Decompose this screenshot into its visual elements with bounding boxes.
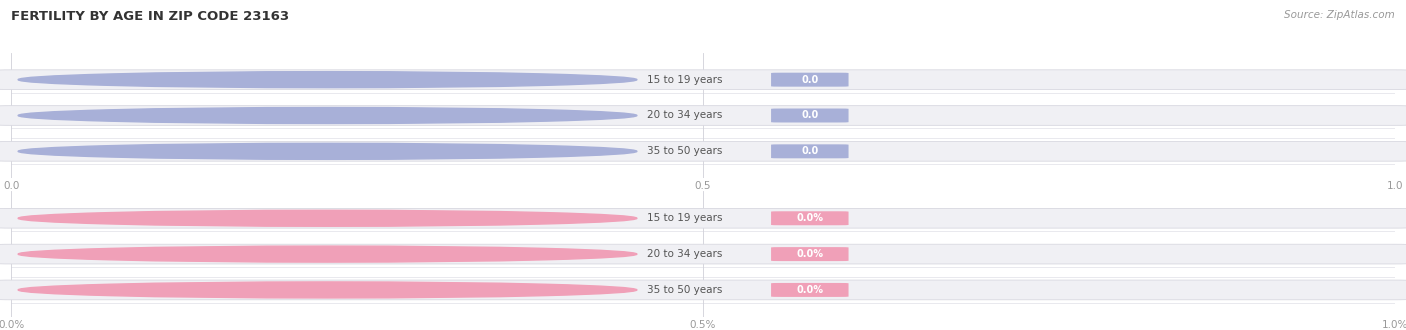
Circle shape: [18, 143, 637, 159]
Text: 15 to 19 years: 15 to 19 years: [647, 213, 723, 223]
FancyBboxPatch shape: [770, 109, 849, 122]
Text: 0.0: 0.0: [801, 75, 818, 85]
FancyBboxPatch shape: [0, 209, 1406, 228]
FancyBboxPatch shape: [0, 142, 1406, 161]
Circle shape: [18, 246, 637, 262]
FancyBboxPatch shape: [770, 247, 849, 261]
Text: 15 to 19 years: 15 to 19 years: [647, 75, 723, 85]
Text: 20 to 34 years: 20 to 34 years: [647, 249, 721, 259]
Text: Source: ZipAtlas.com: Source: ZipAtlas.com: [1284, 10, 1395, 20]
Circle shape: [18, 108, 637, 123]
Text: 35 to 50 years: 35 to 50 years: [647, 146, 721, 156]
Text: 35 to 50 years: 35 to 50 years: [647, 285, 721, 295]
Text: 0.0%: 0.0%: [796, 285, 824, 295]
Text: 0.0%: 0.0%: [796, 249, 824, 259]
FancyBboxPatch shape: [770, 144, 849, 158]
FancyBboxPatch shape: [0, 244, 1406, 264]
Circle shape: [18, 72, 637, 88]
FancyBboxPatch shape: [0, 70, 1406, 89]
Text: 0.0: 0.0: [801, 146, 818, 156]
Text: FERTILITY BY AGE IN ZIP CODE 23163: FERTILITY BY AGE IN ZIP CODE 23163: [11, 10, 290, 23]
Text: 0.0%: 0.0%: [796, 213, 824, 223]
FancyBboxPatch shape: [0, 106, 1406, 125]
FancyBboxPatch shape: [770, 211, 849, 225]
Text: 0.0: 0.0: [801, 111, 818, 120]
FancyBboxPatch shape: [770, 283, 849, 297]
FancyBboxPatch shape: [770, 73, 849, 87]
Circle shape: [18, 282, 637, 298]
FancyBboxPatch shape: [0, 280, 1406, 300]
Circle shape: [18, 210, 637, 226]
Text: 20 to 34 years: 20 to 34 years: [647, 111, 721, 120]
